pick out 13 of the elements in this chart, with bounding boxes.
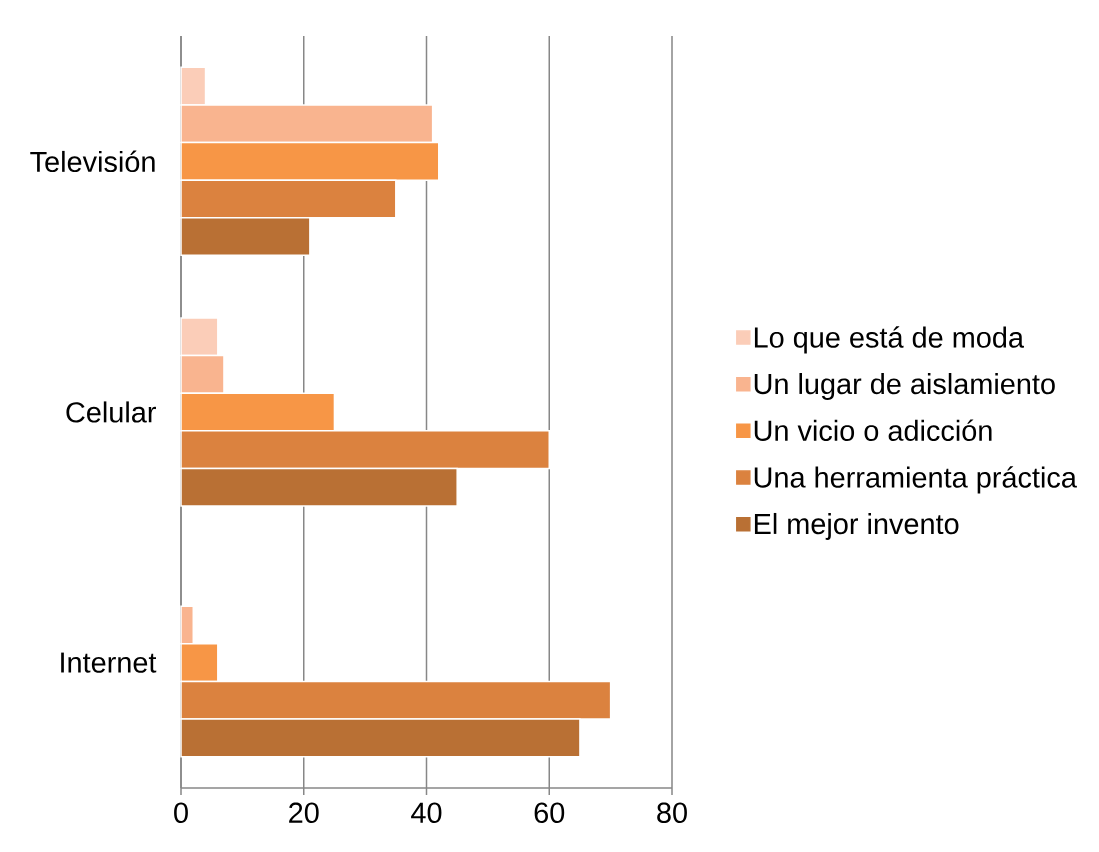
x-tick-label: 60 — [534, 802, 565, 823]
legend-label: Un vicio o adicción — [754, 419, 992, 441]
y-tick-label: Celular — [66, 401, 156, 423]
x-tick-label: 40 — [411, 802, 442, 823]
y-tick-label: Televisión — [30, 150, 155, 173]
legend-label: Un lugar de aislamiento — [754, 372, 1055, 400]
x-tick-label: 80 — [657, 802, 687, 823]
x-tick-label: 20 — [289, 802, 319, 823]
legend-label: El mejor invento — [754, 512, 959, 540]
y-tick-label: Internet — [61, 652, 157, 673]
legend-label: Una herramienta práctica — [754, 466, 1077, 494]
legend-label: Lo que está de moda — [754, 326, 1024, 354]
x-tick-label: 0 — [174, 802, 188, 823]
